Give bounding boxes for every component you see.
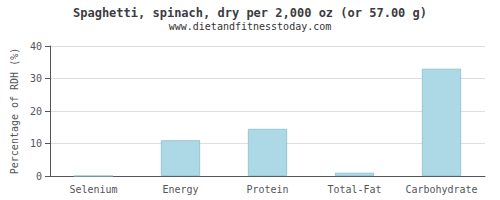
svg-text:0: 0 bbox=[36, 171, 42, 182]
svg-text:20: 20 bbox=[30, 106, 42, 117]
svg-text:Percentage of RDH (%): Percentage of RDH (%) bbox=[9, 48, 20, 174]
svg-text:10: 10 bbox=[30, 138, 42, 149]
svg-text:Selenium: Selenium bbox=[69, 184, 117, 195]
svg-text:40: 40 bbox=[30, 41, 42, 52]
svg-text:30: 30 bbox=[30, 73, 42, 84]
svg-text:Total-Fat: Total-Fat bbox=[327, 184, 381, 195]
svg-text:Carbohydrate: Carbohydrate bbox=[405, 184, 477, 195]
svg-text:Protein: Protein bbox=[246, 184, 288, 195]
svg-text:Spaghetti, spinach, dry per 2,: Spaghetti, spinach, dry per 2,000 oz (or… bbox=[73, 6, 427, 20]
svg-text:Energy: Energy bbox=[162, 184, 198, 195]
svg-text:www.dietandfitnesstoday.com: www.dietandfitnesstoday.com bbox=[169, 21, 332, 32]
